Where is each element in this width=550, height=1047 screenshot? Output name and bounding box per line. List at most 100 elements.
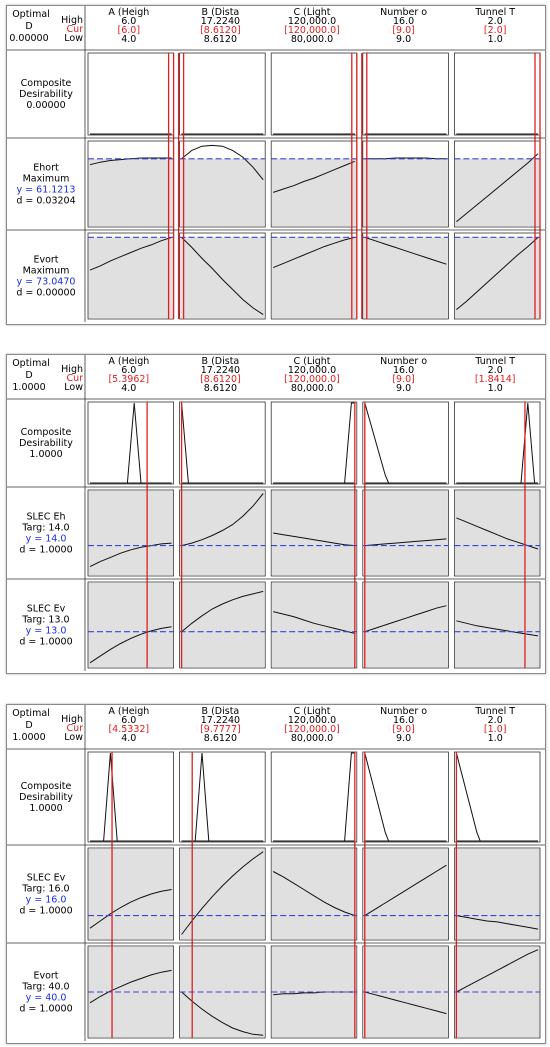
factor-low: 1.0 — [488, 733, 503, 744]
factor-name: C (Light — [293, 7, 330, 18]
plot-cell — [270, 52, 358, 136]
shaded-region — [88, 491, 174, 575]
desirability-value: d = 0.00000 — [16, 288, 75, 299]
factor-low: 4.0 — [121, 383, 136, 394]
plot-cell — [179, 52, 266, 136]
plot-cell — [179, 751, 266, 843]
optimizer-panel-2: Optimal D 1.0000 High Cur Low A (Heigh 6.0 [5.39… — [6, 354, 546, 674]
response-curve — [181, 991, 264, 1036]
plot-cell — [362, 52, 449, 136]
factor-current: [4.5332] — [108, 724, 149, 735]
high-label: High — [61, 15, 83, 26]
low-label: Low — [64, 382, 83, 393]
predicted-value: y = 61.1213 — [17, 185, 76, 196]
factor-name: B (Dista — [202, 7, 240, 18]
d-label: D — [25, 720, 32, 731]
factor-low: 8.6120 — [204, 733, 237, 744]
response-curve — [181, 237, 264, 316]
d-value: 1.0000 — [12, 382, 45, 393]
factor-low: 80,000.0 — [291, 34, 333, 45]
response-curve — [364, 538, 447, 547]
factor-high: 16.0 — [393, 365, 414, 376]
shaded-region — [180, 491, 265, 575]
factor-low: 9.0 — [396, 34, 411, 45]
response-curve — [364, 605, 447, 633]
high-label: High — [61, 364, 83, 375]
response-curve — [364, 236, 447, 265]
factor-low: 8.6120 — [204, 34, 237, 45]
desirability-value: d = 1.0000 — [19, 545, 72, 556]
response-name: Evort — [33, 255, 58, 266]
response-curve — [89, 969, 172, 1004]
factor-name: Number o — [380, 356, 427, 367]
shaded-region — [271, 237, 357, 318]
response-goal: Desirability — [19, 89, 73, 100]
response-curve — [272, 871, 355, 917]
shaded-region — [363, 237, 448, 318]
response-curve — [456, 949, 539, 993]
factor-current: [1.8414] — [475, 374, 516, 385]
factor-name: C (Light — [293, 706, 330, 717]
factor-low: 4.0 — [121, 34, 136, 45]
response-goal: 1.0000 — [29, 449, 62, 460]
factor-high: 120,000.0 — [288, 715, 336, 726]
factor-name: C (Light — [293, 356, 330, 367]
response-name: SLEC Eh — [26, 512, 65, 523]
response-name: Composite — [21, 78, 72, 89]
factor-name: Number o — [380, 706, 427, 717]
factor-high: 120,000.0 — [288, 365, 336, 376]
d-label: D — [25, 21, 32, 32]
response-name: Composite — [21, 427, 72, 438]
factor-high: 2.0 — [488, 365, 503, 376]
response-name: Composite — [21, 781, 72, 792]
response-curve — [89, 157, 172, 166]
factor-high: 120,000.0 — [288, 16, 336, 27]
high-label: High — [61, 714, 83, 725]
response-curve — [181, 590, 264, 633]
shaded-region — [88, 849, 174, 939]
factor-current: [120,000.0] — [284, 25, 340, 36]
shaded-region — [271, 849, 357, 939]
response-curve — [89, 236, 172, 271]
factor-low: 8.6120 — [204, 383, 237, 394]
shaded-region — [88, 237, 174, 318]
factor-name: A (Heigh — [108, 706, 149, 717]
plot-cell — [453, 751, 541, 843]
response-curve — [89, 889, 172, 929]
factor-current: [9.0] — [392, 374, 415, 385]
response-curve — [364, 864, 447, 917]
factor-name: A (Heigh — [108, 7, 149, 18]
predicted-value: y = 13.0 — [26, 626, 67, 637]
factor-name: Number o — [380, 7, 427, 18]
optimizer-panel-1: Optimal D 0.00000 High Cur Low A (Heigh 6.0 [6.0… — [6, 5, 546, 325]
factor-low: 1.0 — [488, 34, 503, 45]
plot-cell — [179, 401, 266, 485]
shaded-region — [454, 849, 540, 939]
desirability-value: d = 1.0000 — [19, 637, 72, 648]
factor-name: Tunnel T — [474, 7, 515, 18]
d-value: 1.0000 — [12, 732, 45, 743]
factor-name: A (Heigh — [108, 356, 149, 367]
cur-label: Cur — [66, 373, 83, 384]
optimal-label: Optimal — [12, 708, 50, 719]
response-curve — [181, 144, 264, 181]
response-curve — [89, 542, 172, 568]
shaded-region — [88, 158, 174, 226]
response-goal: Targ: 13.0 — [21, 615, 69, 626]
factor-low: 4.0 — [121, 733, 136, 744]
shaded-region — [88, 583, 174, 667]
plot-cell — [453, 52, 541, 136]
factor-name: Tunnel T — [474, 706, 515, 717]
plot-cell — [270, 401, 358, 485]
factor-current: [2.0] — [484, 25, 507, 36]
response-curve — [273, 236, 355, 269]
optimizer-panel-3: Optimal D 1.0000 High Cur Low A (Heigh 6.0 [4.53… — [6, 704, 546, 1044]
plot-cell — [453, 401, 541, 485]
response-curve — [273, 611, 355, 634]
shaded-region — [363, 849, 448, 939]
response-curve — [89, 626, 172, 664]
factor-high: 16.0 — [393, 16, 414, 27]
factor-current: [9.7777] — [200, 724, 241, 735]
factor-name: Tunnel T — [474, 356, 515, 367]
